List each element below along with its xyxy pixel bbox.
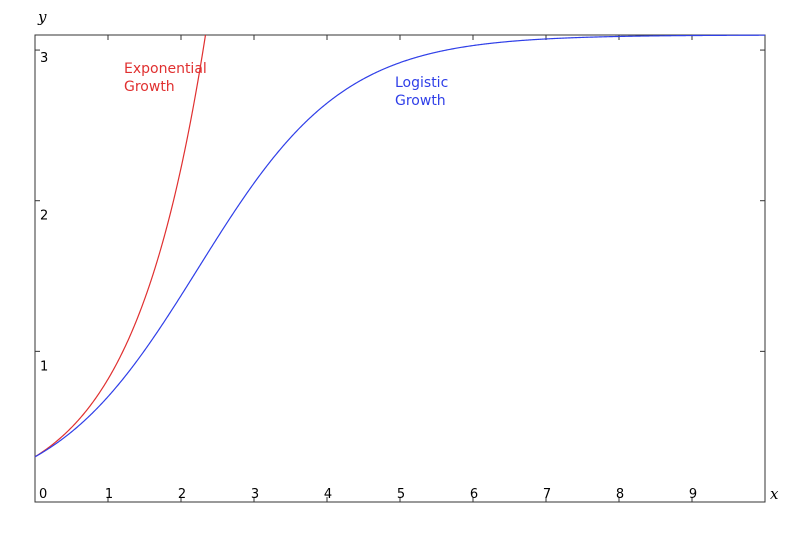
series-labels: Exponential Growth Logistic Growth (124, 61, 448, 109)
x-tick-label-7: 7 (543, 487, 551, 502)
y-axis-label: y (37, 8, 47, 26)
series-line-exponential (34, 34, 207, 458)
y-tick-label-1: 1 (40, 359, 48, 374)
x-tick-label-1: 1 (105, 487, 113, 502)
x-tick-label-0: 0 (39, 487, 47, 502)
series-line-logistic (34, 34, 765, 458)
series-label-logistic: Logistic Growth (395, 75, 448, 109)
y-tick-label-3: 3 (40, 51, 48, 66)
x-tick-label-3: 3 (251, 487, 259, 502)
x-tick-label-6: 6 (470, 487, 478, 502)
tick-labels: 0 1 2 3 4 5 6 7 8 9 1 2 3 (39, 51, 697, 502)
x-axis-label: x (770, 485, 779, 503)
axis-ticks (35, 35, 765, 502)
x-tick-label-5: 5 (397, 487, 405, 502)
y-tick-label-2: 2 (40, 209, 48, 224)
series-label-exponential: Exponential Growth (124, 61, 207, 95)
x-tick-label-9: 9 (689, 487, 697, 502)
x-tick-label-8: 8 (616, 487, 624, 502)
x-tick-label-4: 4 (324, 487, 332, 502)
x-tick-label-2: 2 (178, 487, 186, 502)
series-lines (34, 34, 765, 458)
